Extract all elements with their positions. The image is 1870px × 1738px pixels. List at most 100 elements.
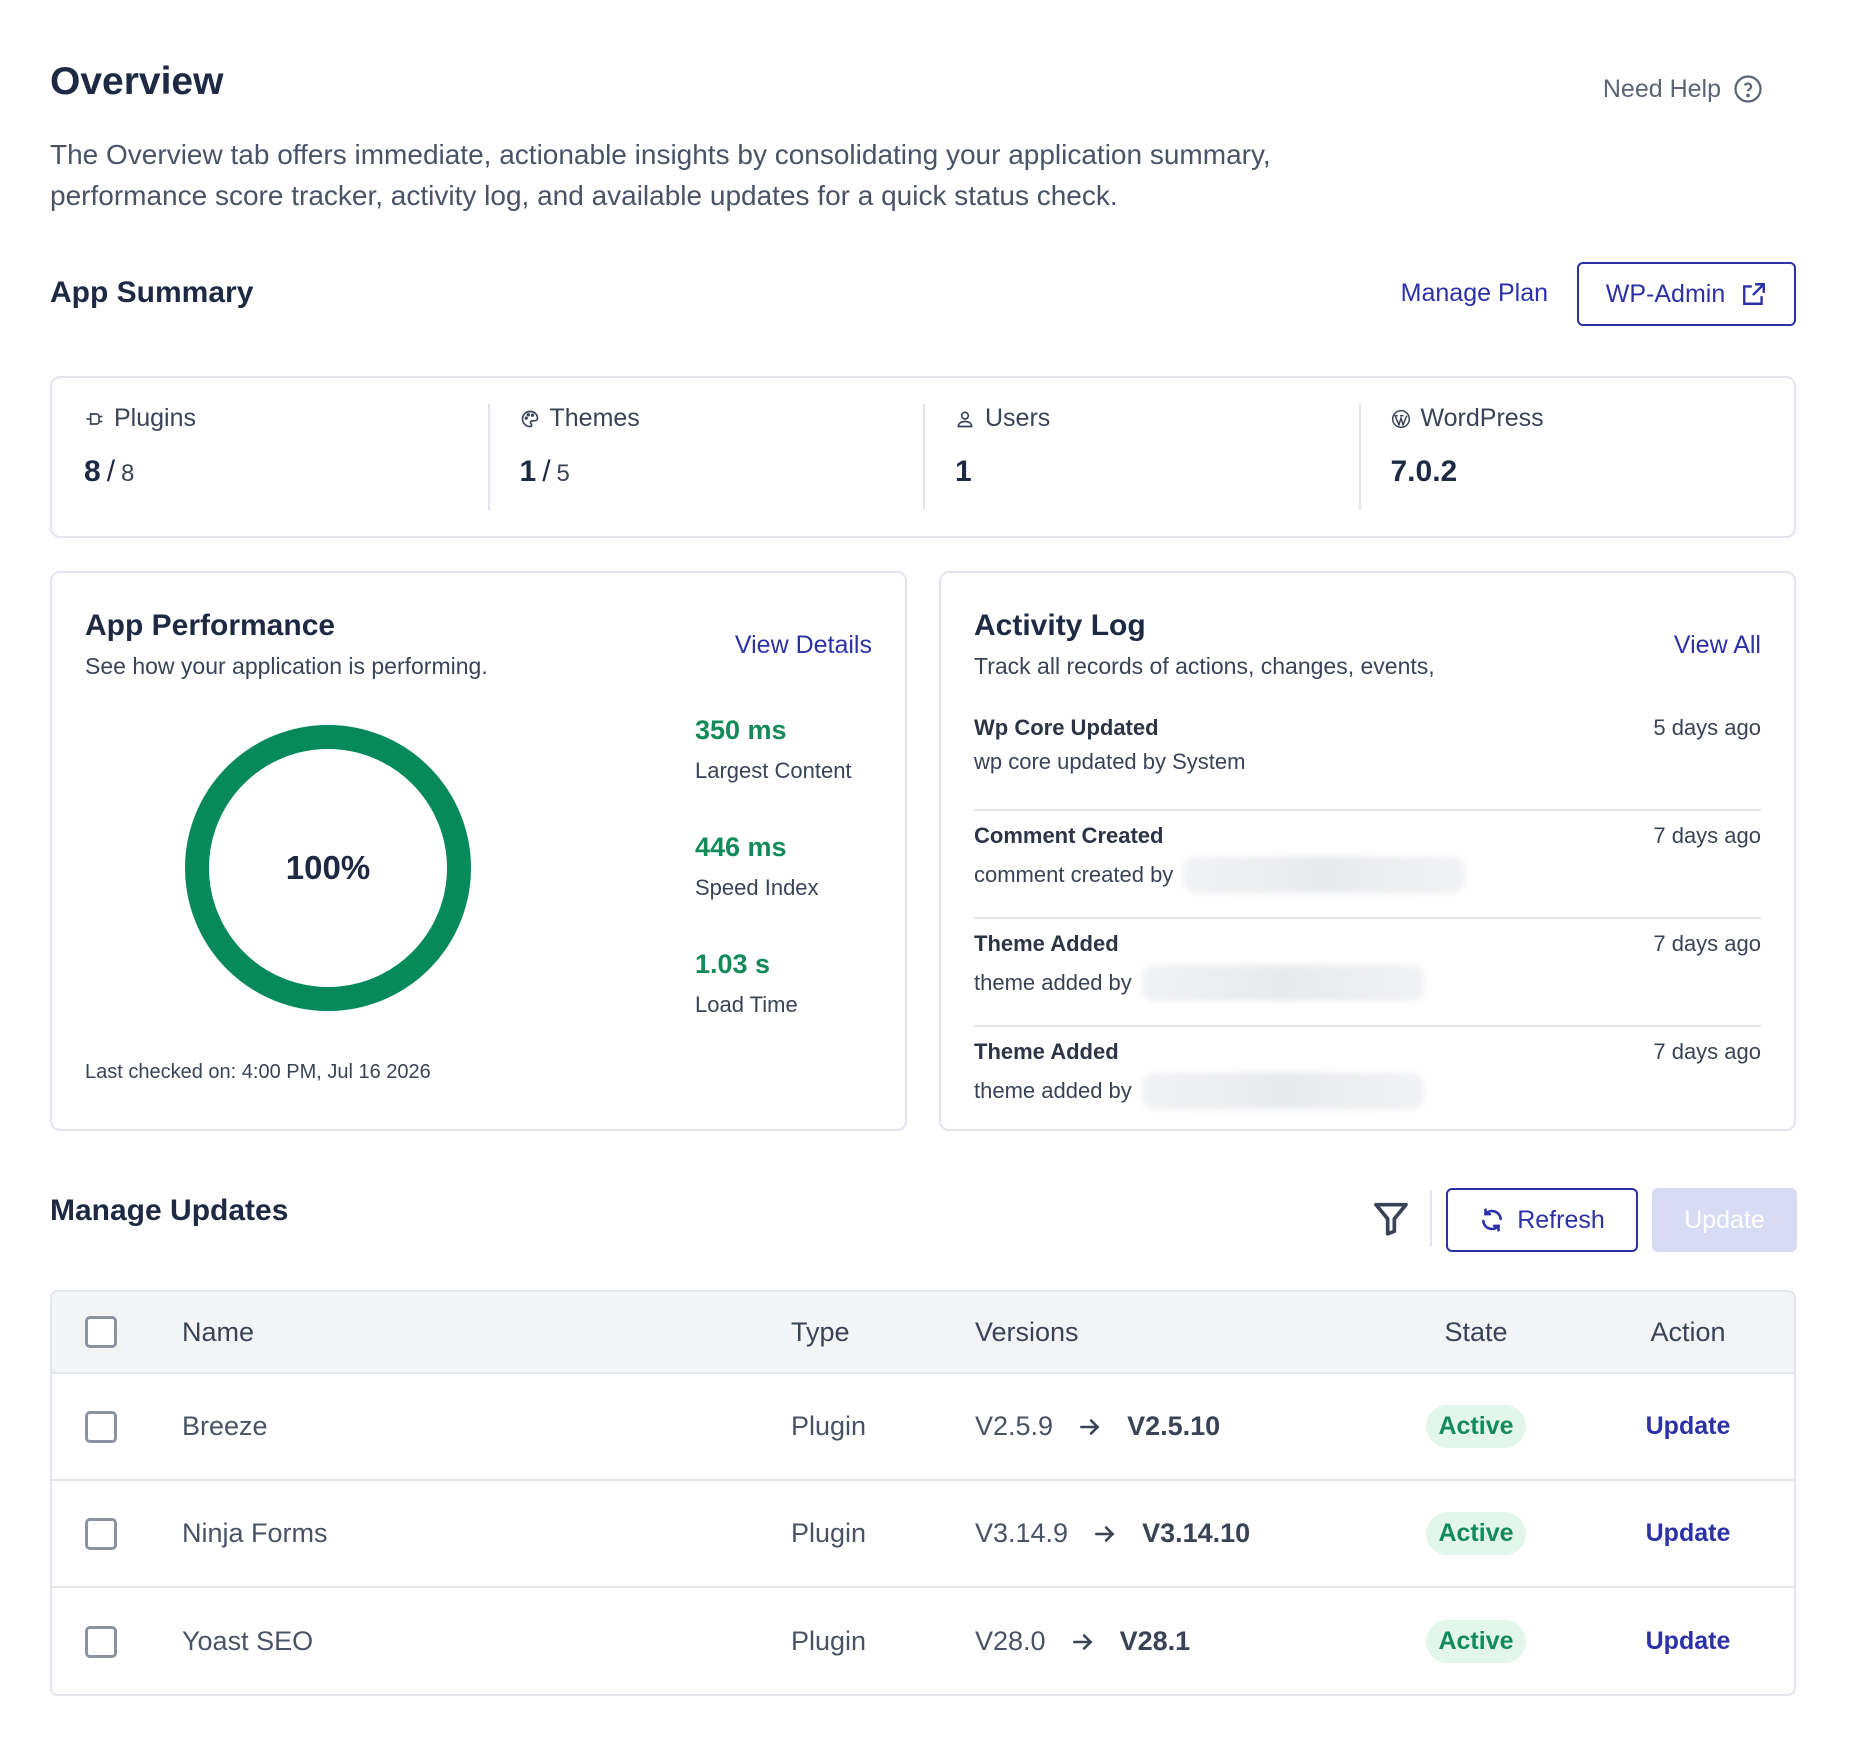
activity-log-subtitle: Track all records of actions, changes, e… — [974, 653, 1435, 679]
arrow-right-icon — [1095, 1525, 1115, 1542]
version-to: V3.14.10 — [1142, 1518, 1251, 1548]
update-link[interactable]: Update — [1645, 1519, 1731, 1547]
log-title: Theme Added — [974, 931, 1119, 956]
log-title: Theme Added — [974, 1039, 1119, 1064]
manage-plan-link[interactable]: Manage Plan — [1400, 279, 1548, 307]
need-help-label: Need Help — [1602, 74, 1721, 103]
metric-value: 1.03 s — [695, 949, 771, 979]
row-name: Ninja Forms — [182, 1518, 328, 1548]
metric-load-time: 1.03 s Load Time — [695, 949, 798, 1018]
app-summary-title: App Summary — [50, 276, 254, 309]
log-description: theme added by — [974, 1078, 1132, 1103]
refresh-icon — [1482, 1208, 1503, 1232]
filter-icon[interactable] — [1371, 1198, 1411, 1238]
log-description: comment created by — [974, 862, 1174, 887]
manage-updates-title: Manage Updates — [50, 1194, 289, 1227]
summary-users: Users 1 — [923, 404, 1359, 510]
log-description: theme added by — [974, 970, 1132, 995]
update-all-button[interactable]: Update — [1652, 1188, 1797, 1252]
view-all-link[interactable]: View All — [1673, 631, 1761, 659]
wordpress-version: 7.0.2 — [1390, 455, 1458, 488]
app-summary-card: Plugins 8/8 Themes 1/5 Users 1 — [50, 376, 1796, 538]
wordpress-icon — [1391, 409, 1410, 428]
table-row: Ninja Forms Plugin V3.14.9 V3.14.10 Acti… — [52, 1481, 1794, 1588]
activity-log-card: Activity Log Track all records of action… — [939, 571, 1796, 1131]
metric-largest-content: 350 ms Largest Content — [695, 715, 852, 784]
row-checkbox[interactable] — [85, 1625, 117, 1658]
plugins-separator: / — [106, 455, 116, 488]
activity-log-item: Comment Created comment created by 7 day… — [974, 811, 1761, 919]
users-count: 1 — [955, 455, 972, 488]
summary-users-label: Users — [985, 404, 1051, 432]
toolbar-divider — [1430, 1190, 1432, 1246]
plugins-total-count: 8 — [121, 460, 135, 487]
update-link[interactable]: Update — [1645, 1412, 1731, 1440]
wp-admin-button[interactable]: WP-Admin — [1577, 262, 1796, 326]
performance-score-label: 100% — [285, 849, 371, 886]
log-title: Wp Core Updated — [974, 715, 1159, 740]
activity-log-item: Theme Added theme added by 7 days ago — [974, 919, 1761, 1027]
app-performance-title: App Performance — [85, 609, 336, 642]
log-title: Comment Created — [974, 823, 1164, 848]
app-performance-card: App Performance See how your application… — [50, 571, 907, 1131]
metric-value: 350 ms — [695, 715, 787, 745]
row-versions: V28.0 V28.1 — [975, 1588, 1191, 1694]
plugins-active-count: 8 — [84, 455, 101, 488]
metric-label: Largest Content — [695, 758, 852, 783]
performance-score-arc — [185, 725, 471, 1011]
last-checked-text: Last checked on: 4:00 PM, Jul 16 2026 — [85, 1061, 431, 1083]
log-time: 7 days ago — [1653, 1039, 1761, 1064]
summary-plugins-label: Plugins — [114, 404, 196, 432]
log-time: 7 days ago — [1653, 823, 1761, 848]
plug-icon — [86, 412, 103, 425]
intro-line-1: The Overview tab offers immediate, actio… — [50, 139, 1271, 170]
version-to: V28.1 — [1119, 1626, 1191, 1656]
row-checkbox[interactable] — [85, 1410, 117, 1443]
row-versions: V2.5.9 V2.5.10 — [975, 1374, 1220, 1479]
redacted-user — [1141, 965, 1424, 1001]
status-badge: Active — [1426, 1405, 1526, 1448]
app-performance-subtitle: See how your application is performing. — [85, 653, 488, 679]
row-type: Plugin — [791, 1518, 867, 1548]
select-all-checkbox[interactable] — [85, 1316, 117, 1348]
need-help-link[interactable]: Need Help — [1603, 74, 1763, 104]
view-details-link[interactable]: View Details — [734, 631, 872, 659]
summary-wordpress: WordPress 7.0.2 — [1358, 404, 1795, 510]
external-link-icon — [1743, 283, 1766, 305]
activity-log-list: Wp Core Updated wp core updated by Syste… — [974, 703, 1761, 1135]
row-type: Plugin — [791, 1411, 867, 1441]
metric-value: 446 ms — [695, 832, 787, 862]
arrow-right-icon — [1072, 1633, 1092, 1650]
column-versions: Versions — [975, 1316, 1079, 1347]
update-link[interactable]: Update — [1645, 1627, 1731, 1655]
activity-log-item: Wp Core Updated wp core updated by Syste… — [974, 703, 1761, 811]
themes-separator: / — [542, 455, 551, 488]
column-type: Type — [791, 1316, 850, 1347]
version-to: V2.5.10 — [1127, 1411, 1221, 1441]
metric-speed-index: 446 ms Speed Index — [695, 832, 819, 901]
performance-score-ring — [185, 725, 471, 1011]
table-row: Yoast SEO Plugin V28.0 V28.1 Active Upda… — [52, 1588, 1794, 1694]
row-name: Yoast SEO — [182, 1626, 314, 1656]
question-circle-icon — [1734, 75, 1762, 103]
intro-line-2: performance score tracker, activity log,… — [50, 180, 1118, 211]
log-description: wp core updated by System — [974, 749, 1246, 774]
activity-log-item: Theme Added theme added by 7 days ago — [974, 1027, 1761, 1135]
row-checkbox[interactable] — [85, 1517, 117, 1550]
log-time: 5 days ago — [1653, 715, 1761, 740]
refresh-label: Refresh — [1517, 1205, 1605, 1234]
page-title: Overview — [50, 60, 224, 103]
status-badge: Active — [1426, 1620, 1526, 1663]
row-type: Plugin — [791, 1626, 867, 1656]
table-row: Breeze Plugin V2.5.9 V2.5.10 Active Upda… — [52, 1374, 1794, 1481]
summary-themes: Themes 1/5 — [487, 404, 924, 510]
themes-total-count: 5 — [556, 460, 570, 487]
wp-admin-label: WP-Admin — [1605, 279, 1726, 308]
column-action: Action — [1650, 1316, 1726, 1347]
status-badge: Active — [1426, 1512, 1526, 1555]
page-description: The Overview tab offers immediate, actio… — [50, 134, 1450, 216]
row-versions: V3.14.9 V3.14.10 — [975, 1481, 1250, 1586]
summary-wordpress-label: WordPress — [1420, 404, 1544, 432]
updates-table: Name Type Versions State Action Breeze P… — [50, 1290, 1796, 1696]
refresh-button[interactable]: Refresh — [1446, 1188, 1638, 1252]
